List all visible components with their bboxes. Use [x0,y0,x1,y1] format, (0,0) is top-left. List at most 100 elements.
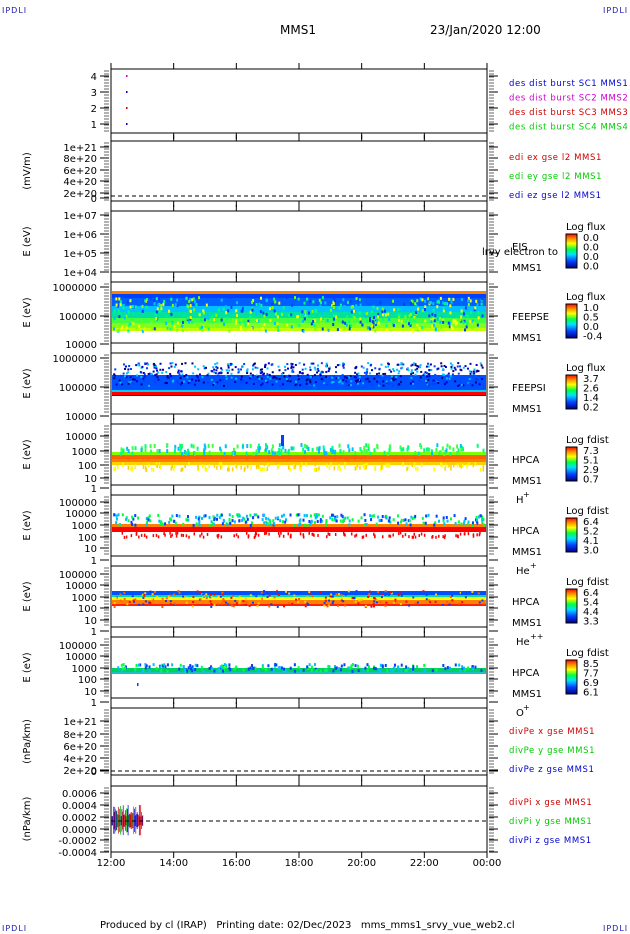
spectrogram-pixel [424,379,427,382]
spectrogram-pixel [449,362,452,365]
spectrogram-pixel [436,300,439,304]
spectrogram-pixel [381,313,384,317]
spectrogram-pixel [282,372,285,375]
spectrogram-pixel [147,518,150,522]
spectrogram-pixel [427,378,430,381]
spectrogram-pixel [284,520,287,524]
spectrogram-pixel [278,443,281,448]
spectrogram-pixel [194,365,197,368]
spectrogram-pixel [442,301,445,305]
spectrogram-pixel [169,594,172,597]
spectrogram-pixel [129,376,132,379]
spectrogram-pixel [424,305,427,309]
spectrogram-pixel [210,315,213,319]
spectrogram-pixel [314,381,317,384]
y-tick-label: 1000 [72,447,97,458]
spectrogram-pixel [335,315,338,319]
y-tick-label: 100000 [59,312,97,323]
spectrogram-pixel [263,322,266,326]
spectrogram-pixel [113,605,116,608]
spectrogram-pixel [416,299,419,303]
spectrogram-pixel [141,365,144,368]
spectrogram-pixel [322,376,325,379]
spectrogram-pixel [141,329,144,333]
spectrogram-pixel [140,322,143,326]
spectrogram-pixel [366,371,369,374]
spectrogram-pixel [419,376,422,379]
spectrogram-pixel [261,664,264,668]
spectrogram-pixel [166,326,169,330]
spectrogram-pixel [235,602,238,605]
spectrogram-pixel [405,665,408,669]
spectrogram-pixel [309,383,312,386]
colorbar-value: 2.6 [583,384,599,395]
spectrogram-pixel [152,370,155,373]
instrument-label: HPCA [512,597,540,608]
spectrogram-pixel [164,600,167,603]
spectrogram-pixel [315,309,318,313]
spectrogram-pixel [328,533,331,537]
spectrogram-pixel [376,598,379,601]
spectrogram-pixel [184,362,187,365]
spectrogram-pixel [196,376,199,379]
corner-mark-bottom-left: IPDLI [2,924,28,933]
spectrogram-pixel [282,445,285,450]
spectrogram-pixel [452,320,455,324]
spectrogram-pixel [384,313,387,317]
spectrogram-pixel [173,464,176,469]
spectrogram-pixel [218,515,221,519]
spectrogram-pixel [222,593,225,596]
spectrogram-pixel [115,514,118,518]
spectrogram-pixel [115,597,118,600]
spectrogram-pixel [129,299,132,303]
spectrogram-pixel [230,311,233,315]
spectrogram-pixel [252,666,255,670]
spectrogram-pixel [130,320,133,324]
spectrogram-pixel [265,298,268,302]
colorbar-value: 6.4 [583,517,599,528]
spectrogram-pixel [351,596,354,599]
y-tick-label: 3 [91,88,97,99]
spectrogram-pixel [342,600,345,603]
spectrogram-pixel [263,467,265,472]
spectrogram-pixel [235,309,238,313]
spectrogram-pixel [164,381,167,384]
spectrogram-pixel [401,324,404,328]
spectrogram-pixel [239,321,242,325]
spectrogram-pixel [400,518,403,522]
spectrogram-pixel [236,444,239,449]
spectrogram-pixel [217,602,220,605]
spectrogram-pixel [315,515,318,519]
spectrogram-pixel [325,451,328,456]
spectrogram-pixel [175,531,177,535]
species-label: H [516,495,524,506]
spectrogram-pixel [334,376,337,379]
spectrogram-pixel [133,600,136,603]
spectrogram-pixel [261,326,264,330]
spectrogram-pixel [378,367,381,370]
spectrogram-pixel [317,369,320,372]
spectrogram-pixel [304,605,307,608]
spectrogram-pixel [290,446,293,451]
spectrogram-pixel [435,535,437,539]
spectrogram-pixel [227,465,230,470]
y-tick-label: 10000 [65,340,97,351]
spectrogram-pixel [482,467,485,472]
spectrogram-pixel [191,298,194,302]
spectrogram-pixel [290,325,293,329]
spectrogram-pixel [388,383,391,386]
spectrogram-pixel [302,447,305,452]
spectrogram-pixel [113,316,116,320]
spectrogram-pixel [156,464,158,469]
spectrogram-pixel [266,463,269,468]
spectrogram-pixel [233,520,236,524]
y-tick-label: 8e+20 [63,154,97,165]
spectrogram-pixel [153,302,156,306]
spectrogram-pixel [359,317,362,321]
spectrogram-pixel [286,367,289,370]
spectrogram-pixel [198,523,201,527]
spectrogram-pixel [409,323,412,327]
spectrogram-pixel [182,522,185,526]
y-tick-label: 1 [91,698,97,709]
